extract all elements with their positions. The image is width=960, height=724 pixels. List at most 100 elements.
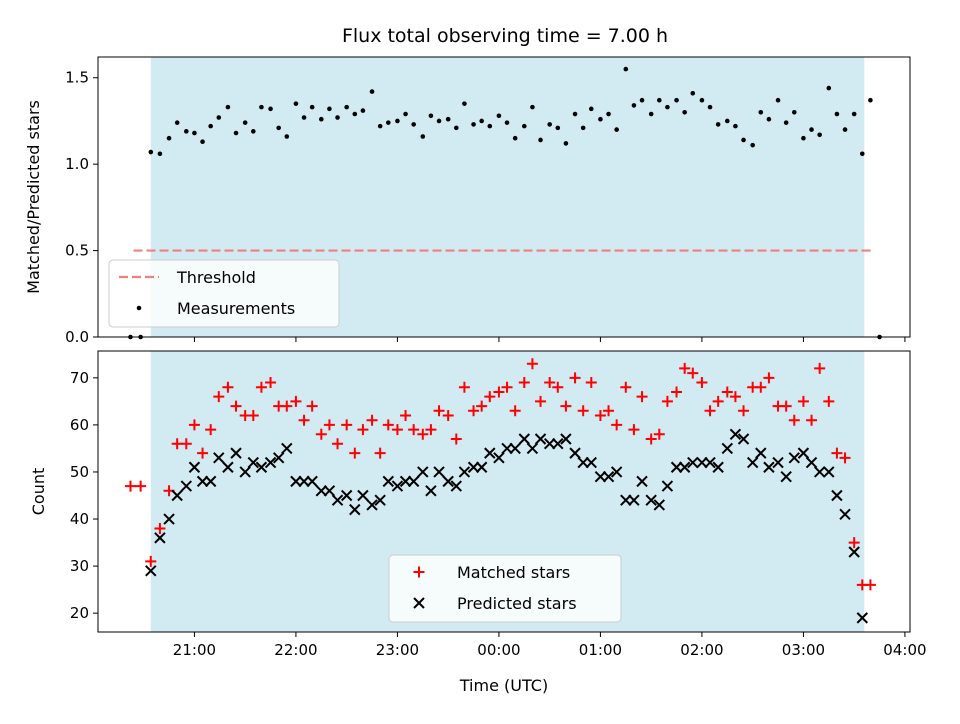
matched-star-point (493, 386, 505, 398)
matched-star-point (552, 381, 564, 393)
predicted-star-point (290, 475, 302, 488)
predicted-star-point (374, 494, 386, 506)
matched-star-point (230, 400, 242, 412)
measurement-point (665, 104, 670, 110)
predicted-star-point (772, 456, 784, 469)
measurement-point (352, 111, 358, 117)
top-panel: 0.0 0.5 1.0 1.5 Matched/Predicted stars Thres… (24, 56, 911, 346)
measurement-point (233, 130, 239, 136)
x-tick-label: 04:00 (883, 641, 926, 659)
x-tick-label: 21:00 (173, 641, 216, 659)
x-tick-label: 02:00 (680, 641, 723, 659)
matched-star-point (848, 537, 860, 549)
measurement-point (504, 120, 510, 125)
predicted-star-point (264, 456, 277, 469)
matched-star-point (738, 405, 750, 417)
predicted-star-point (450, 480, 463, 492)
measurement-point (690, 90, 696, 96)
measurement-point (656, 97, 662, 103)
measurement-point (360, 108, 366, 113)
measurement-point (242, 120, 248, 125)
measurement-point (436, 118, 442, 124)
predicted-star-point (315, 485, 328, 497)
measurement-point (682, 110, 687, 115)
predicted-star-point (610, 466, 623, 478)
matched-star-point (603, 405, 615, 417)
matched-star-point (366, 414, 378, 426)
matched-star-point (374, 447, 386, 459)
measurement-point (512, 135, 518, 141)
predicted-star-point (272, 452, 285, 464)
measurement-point (733, 123, 738, 129)
matched-star-point (839, 452, 851, 464)
measurement-point (555, 125, 561, 131)
measurement-point (791, 110, 797, 115)
top-legend: Threshold Measurements (108, 259, 340, 328)
predicted-star-point (417, 466, 429, 478)
measurement-point (598, 116, 603, 122)
predicted-star-point (636, 475, 648, 488)
measurement-point (639, 97, 645, 103)
measurement-point (530, 104, 535, 110)
predicted-star-point (670, 461, 683, 473)
legend-box (388, 554, 622, 623)
predicted-star-point (281, 442, 293, 455)
matched-star-point (391, 424, 403, 436)
measurement-point (834, 111, 840, 117)
x-tick-label: 01:00 (579, 641, 622, 659)
matched-star-point (535, 395, 547, 407)
predicted-star-point (560, 433, 572, 445)
matched-star-point (425, 424, 437, 436)
measurement-point (631, 103, 637, 108)
measurement-point (395, 118, 400, 124)
predicted-star-point (366, 499, 378, 511)
y-axis-label: Count (29, 468, 48, 516)
measurement-point (715, 122, 721, 127)
measurement-point (225, 104, 231, 110)
matched-star-point (382, 419, 394, 431)
predicted-star-point (805, 456, 818, 469)
legend-matched-swatch (413, 566, 425, 578)
predicted-star-point (788, 452, 800, 464)
measurement-point (420, 134, 426, 139)
matched-star-point (653, 428, 665, 440)
measurement-point (428, 113, 434, 119)
matched-star-point (687, 367, 699, 379)
measurement-point (445, 116, 451, 122)
predicted-star-point (475, 461, 488, 473)
measurement-point (268, 106, 273, 112)
matched-star-point (476, 400, 488, 412)
predicted-star-point (645, 494, 657, 506)
predicted-star-point (552, 438, 564, 450)
matched-star-point (458, 381, 470, 393)
y-tick-label: 1.0 (65, 155, 89, 173)
matched-star-point (611, 419, 623, 431)
matched-star-point (509, 405, 521, 417)
measurement-point (344, 104, 349, 110)
matched-star-point (417, 428, 429, 440)
predicted-star-point (823, 466, 835, 478)
y-tick-label: 60 (70, 416, 89, 434)
measurement-point (588, 106, 594, 112)
measurement-point (487, 123, 493, 129)
matched-star-point (450, 433, 462, 445)
measurement-point (859, 151, 865, 157)
measurement-point (775, 97, 781, 103)
predicted-star-point (145, 565, 157, 577)
matched-star-point (518, 377, 530, 389)
predicted-star-point (391, 480, 404, 492)
matched-star-point (636, 391, 648, 403)
matched-star-point (806, 414, 818, 426)
measurement-point (335, 115, 340, 120)
predicted-star-point (797, 447, 810, 459)
matched-star-point (797, 395, 809, 407)
predicted-star-point (399, 475, 412, 488)
predicted-star-point (467, 461, 480, 473)
x-tick-label: 03:00 (782, 641, 825, 659)
measurement-point (648, 111, 654, 117)
measurement-point (580, 125, 586, 131)
matched-star-point (679, 362, 691, 374)
legend-box (108, 259, 340, 328)
predicted-star-point (493, 452, 505, 464)
matched-star-point (298, 414, 310, 426)
